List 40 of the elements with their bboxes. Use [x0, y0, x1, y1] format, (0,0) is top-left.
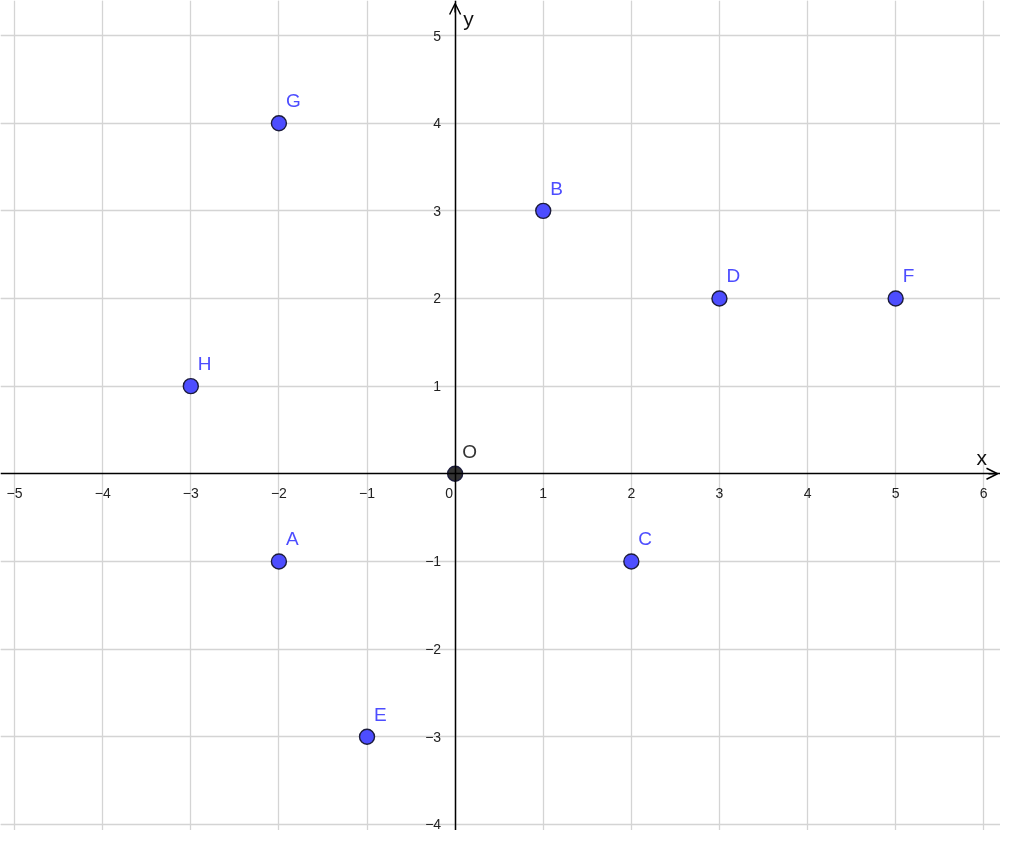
y-tick-label: −3 [425, 728, 442, 745]
annotation: H [197, 353, 212, 375]
x-tick-label: −2 [270, 484, 288, 501]
y-tick-label: 1 [433, 378, 442, 395]
annotation: E [374, 703, 387, 725]
y-tick-label: 4 [433, 115, 442, 132]
annotation: G [285, 90, 301, 112]
y-axis-title: y [463, 6, 475, 30]
annotation: B [550, 177, 563, 199]
x-tick-label: 5 [891, 484, 900, 501]
x-axis-title: x [976, 445, 988, 469]
x-tick-label: −3 [182, 484, 199, 501]
point [270, 115, 288, 132]
point [182, 377, 200, 395]
x-tick-label: 0 [445, 484, 454, 501]
x-tick-label: 2 [627, 484, 636, 501]
point [623, 553, 640, 570]
x-tick-label: −1 [359, 484, 376, 501]
point [358, 728, 376, 745]
x-tick-label: 1 [539, 484, 548, 501]
point [887, 290, 904, 307]
annotation: C [638, 528, 653, 550]
x-tick-label: −4 [94, 484, 111, 501]
annotation: D [726, 265, 741, 287]
y-tick-label: 2 [433, 290, 442, 307]
y-tick-label: −4 [425, 816, 442, 833]
x-tick-label: 6 [979, 484, 988, 501]
y-tick-label: 5 [433, 27, 442, 44]
annotation: A [285, 528, 299, 550]
point [711, 290, 728, 307]
annotation: F [902, 265, 915, 287]
point [535, 202, 552, 220]
x-tick-label: 3 [715, 484, 724, 501]
x-tick-label: −5 [6, 484, 23, 501]
y-tick-label: −2 [425, 641, 442, 658]
annotation: O [462, 440, 477, 462]
point [270, 553, 288, 570]
y-tick-label: 3 [433, 202, 442, 219]
x-tick-label: 4 [803, 484, 812, 501]
y-tick-label: −1 [425, 553, 442, 570]
